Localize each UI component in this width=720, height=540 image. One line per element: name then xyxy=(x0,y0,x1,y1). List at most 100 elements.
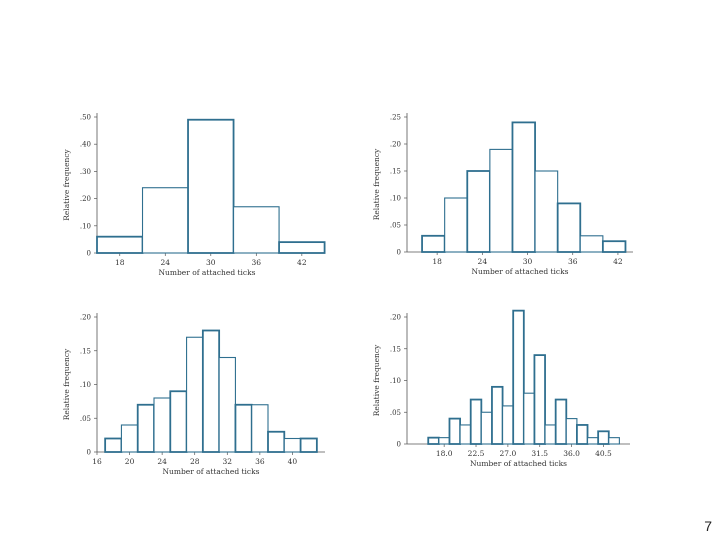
y-tick-label: 0 xyxy=(87,250,91,258)
histogram-bar xyxy=(608,437,620,445)
x-tick-label: 36 xyxy=(568,257,578,266)
histogram-bar xyxy=(104,437,123,453)
x-tick-label: 28 xyxy=(190,457,200,466)
x-tick-label: 36 xyxy=(255,457,265,466)
histogram-bar xyxy=(141,187,189,254)
x-tick-label: 24 xyxy=(161,258,171,267)
histogram-4: 0 .05 .10 .15 .20 18.0 22.5 27.0 31.5 36.0 40.5 Num… xyxy=(372,309,630,468)
histogram-bar xyxy=(523,392,535,445)
y-axis-label: Relative frequency xyxy=(372,148,381,220)
y-tick-label: .10 xyxy=(80,222,91,230)
histogram-bar xyxy=(251,404,269,453)
histogram-bar xyxy=(556,202,582,253)
histogram-bar xyxy=(136,403,155,453)
histogram-bar xyxy=(466,170,491,253)
y-tick-label: .40 xyxy=(80,141,91,149)
x-tick-label: 40.5 xyxy=(595,449,612,458)
y-tick-label: .05 xyxy=(390,222,401,230)
x-tick-label: 36 xyxy=(252,258,262,267)
x-tick-label: 31.5 xyxy=(531,449,548,458)
histogram-bar xyxy=(267,430,286,453)
x-tick-label: 36.0 xyxy=(563,449,580,458)
histogram-bar xyxy=(201,329,221,453)
page-number: 7 xyxy=(704,518,712,534)
x-tick-label: 30 xyxy=(206,258,216,267)
histogram-bar xyxy=(448,417,461,445)
histogram-bar xyxy=(597,430,610,445)
histogram-bar xyxy=(554,398,568,445)
histogram-bar xyxy=(579,235,604,253)
histogram-bar xyxy=(186,336,204,453)
y-axis-label: Relative frequency xyxy=(62,148,71,220)
y-tick-label: .20 xyxy=(390,314,401,322)
histogram-bar xyxy=(469,398,483,445)
histogram-bar xyxy=(544,424,557,445)
histogram-bar xyxy=(489,148,514,253)
y-tick-label: 0 xyxy=(397,441,401,449)
x-tick-label: 24 xyxy=(478,257,488,266)
x-axis-label: Number of attached ticks xyxy=(471,267,568,276)
histogram-bar xyxy=(533,354,546,445)
y-tick-label: .20 xyxy=(80,195,91,203)
histogram-bar xyxy=(459,424,472,445)
histogram-bar xyxy=(601,240,627,253)
histogram-bar xyxy=(427,436,440,445)
histogram-bar xyxy=(444,197,468,253)
histogram-bar xyxy=(565,418,578,445)
y-axis-label: Relative frequency xyxy=(62,348,71,420)
y-tick-label: .15 xyxy=(390,168,401,176)
histogram-bar xyxy=(512,309,525,445)
histogram-bar xyxy=(480,411,493,445)
histogram-1: 0 .10 .20 .30 .40 .50 18 24 30 36 42 Number of atta… xyxy=(62,113,326,277)
histogram-bar xyxy=(586,437,599,445)
histogram-bar xyxy=(218,356,236,453)
x-tick-label: 22.5 xyxy=(468,449,485,458)
histogram-bar xyxy=(96,235,144,254)
x-tick-label: 16 xyxy=(92,457,102,466)
histogram-bar xyxy=(438,437,451,445)
histogram-bar xyxy=(283,437,302,453)
x-tick-label: 40 xyxy=(288,457,298,466)
x-tick-label: 30 xyxy=(523,257,533,266)
histogram-bar xyxy=(534,170,559,253)
x-tick-label: 27.0 xyxy=(500,449,517,458)
y-tick-label: .20 xyxy=(390,141,401,149)
y-axis-label: Relative frequency xyxy=(372,344,381,416)
histogram-2: 0 .05 .10 .15 .20 .25 18 24 30 36 42 Number of atta… xyxy=(372,113,633,276)
x-tick-label: 18 xyxy=(432,257,442,266)
y-tick-label: .15 xyxy=(80,347,91,355)
x-tick-label: 42 xyxy=(297,258,307,267)
histogram-bar xyxy=(187,118,235,254)
x-tick-label: 20 xyxy=(125,457,135,466)
histogram-3: 0 .05 .10 .15 .20 16 20 24 28 32 36 40 Number of att… xyxy=(62,313,325,476)
histogram-bar xyxy=(421,234,446,253)
y-tick-label: 0 xyxy=(87,449,91,457)
histogram-bar xyxy=(169,390,188,453)
x-axis-label: Number of attached ticks xyxy=(470,459,567,468)
x-tick-label: 18.0 xyxy=(436,449,453,458)
y-tick-label: .10 xyxy=(80,381,91,389)
histogram-bar xyxy=(511,121,536,253)
x-tick-label: 18 xyxy=(115,258,125,267)
histogram-bar xyxy=(299,437,318,453)
histogram-bar xyxy=(120,424,139,453)
histogram-bar xyxy=(153,397,171,453)
x-tick-label: 24 xyxy=(157,457,167,466)
histogram-bar xyxy=(491,385,504,445)
y-tick-label: 0 xyxy=(397,249,401,257)
y-tick-label: .20 xyxy=(80,314,91,322)
y-tick-label: .10 xyxy=(390,195,401,203)
y-tick-label: .10 xyxy=(390,377,401,385)
histogram-bar xyxy=(278,241,326,254)
x-tick-label: 42 xyxy=(613,257,623,266)
y-tick-label: .30 xyxy=(80,168,91,176)
x-axis-label: Number of attached ticks xyxy=(158,268,255,277)
histogram-bar xyxy=(576,424,589,445)
x-tick-label: 32 xyxy=(223,457,233,466)
y-tick-label: .15 xyxy=(390,345,401,353)
y-tick-label: .50 xyxy=(80,114,91,122)
y-tick-label: .05 xyxy=(390,409,401,417)
histogram-bar xyxy=(233,206,280,254)
y-tick-label: .05 xyxy=(80,415,91,423)
y-tick-label: .25 xyxy=(390,114,401,122)
